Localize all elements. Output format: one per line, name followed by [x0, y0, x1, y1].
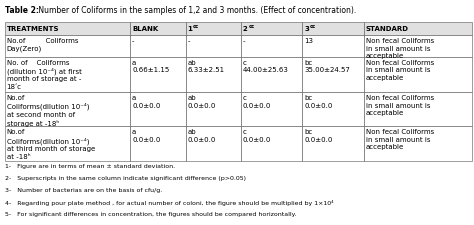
Bar	[186, 36, 241, 58]
Text: STANDARD: STANDARD	[365, 26, 409, 32]
Bar	[5, 58, 130, 93]
Text: No.of         Coliforms
Day(Zero): No.of Coliforms Day(Zero)	[7, 38, 78, 52]
Text: No.of
Coliforms(dilution 10⁻⁴)
at second month of
storage at -18ʰ: No.of Coliforms(dilution 10⁻⁴) at second…	[7, 94, 89, 126]
Bar	[130, 22, 186, 36]
Bar	[186, 93, 241, 127]
Text: Table 2:: Table 2:	[5, 6, 39, 15]
Bar	[302, 58, 364, 93]
Text: Non fecal Coliforms
in small amount is
acceptable: Non fecal Coliforms in small amount is a…	[365, 59, 434, 80]
Text: 2: 2	[243, 26, 248, 32]
Text: Non fecal Coliforms
in small amount is
acceptable: Non fecal Coliforms in small amount is a…	[365, 129, 434, 150]
Bar	[364, 93, 472, 127]
Text: ab
0.0±0.0: ab 0.0±0.0	[188, 94, 216, 108]
Text: 1: 1	[188, 26, 192, 32]
Text: a
0.0±0.0: a 0.0±0.0	[132, 129, 161, 142]
Bar	[364, 127, 472, 161]
Bar	[130, 127, 186, 161]
Bar	[5, 36, 130, 58]
Bar	[241, 36, 302, 58]
Text: ab
0.0±0.0: ab 0.0±0.0	[188, 129, 216, 142]
Text: -: -	[243, 38, 246, 44]
Text: c
0.0±0.0: c 0.0±0.0	[243, 94, 272, 108]
Text: 3-   Number of bacterias are on the basis of cfu/g.: 3- Number of bacterias are on the basis …	[5, 187, 162, 192]
Bar	[364, 36, 472, 58]
Text: 5-   For significant differences in concentration, the figures should be compare: 5- For significant differences in concen…	[5, 211, 296, 216]
Text: 3: 3	[304, 26, 309, 32]
Bar	[302, 36, 364, 58]
Bar	[364, 22, 472, 36]
Bar	[5, 127, 130, 161]
Text: c
0.0±0.0: c 0.0±0.0	[243, 129, 272, 142]
Text: Non fecal Coliforms
in small amount is
acceptable: Non fecal Coliforms in small amount is a…	[365, 38, 434, 59]
Bar	[241, 22, 302, 36]
Text: -: -	[188, 38, 190, 44]
Bar	[302, 127, 364, 161]
Text: 4-   Regarding pour plate method , for actual number of coloni, the figure shoul: 4- Regarding pour plate method , for act…	[5, 199, 333, 205]
Bar	[241, 58, 302, 93]
Text: c
44.00±25.63: c 44.00±25.63	[243, 59, 289, 73]
Bar	[130, 93, 186, 127]
Text: Non fecal Coliforms
in small amount is
acceptable: Non fecal Coliforms in small amount is a…	[365, 94, 434, 115]
Text: a
0.0±0.0: a 0.0±0.0	[132, 94, 161, 108]
Bar	[302, 93, 364, 127]
Text: bc
35.00±24.57: bc 35.00±24.57	[304, 59, 350, 73]
Text: BLANK: BLANK	[132, 26, 158, 32]
Text: -: -	[132, 38, 135, 44]
Bar	[241, 93, 302, 127]
Text: cc: cc	[193, 24, 200, 29]
Text: Number of Coliforms in the samples of 1,2 and 3 months. (Effect of concentration: Number of Coliforms in the samples of 1,…	[36, 6, 356, 15]
Text: 2-   Superscripts in the same column indicate significant difference (p>0.05): 2- Superscripts in the same column indic…	[5, 175, 246, 180]
Text: 1-   Figure are in terms of mean ± standard deviation.: 1- Figure are in terms of mean ± standar…	[5, 163, 175, 168]
Bar	[186, 22, 241, 36]
Bar	[130, 36, 186, 58]
Bar	[186, 127, 241, 161]
Bar	[5, 93, 130, 127]
Bar	[5, 22, 130, 36]
Text: No. of    Coliforms
(dilution 10⁻⁴) at first
month of storage at -
18ʼc: No. of Coliforms (dilution 10⁻⁴) at firs…	[7, 59, 82, 90]
Bar	[241, 127, 302, 161]
Text: a
0.66±1.15: a 0.66±1.15	[132, 59, 169, 73]
Text: bc
0.0±0.0: bc 0.0±0.0	[304, 129, 333, 142]
Text: cc: cc	[249, 24, 255, 29]
Text: ab
6.33±2.51: ab 6.33±2.51	[188, 59, 225, 73]
Text: TREATMENTS: TREATMENTS	[7, 26, 59, 32]
Bar	[130, 58, 186, 93]
Text: cc: cc	[310, 24, 316, 29]
Bar	[302, 22, 364, 36]
Text: No.of
Coliforms(dilution 10⁻⁴)
at third month of storage
at -18ʰ: No.of Coliforms(dilution 10⁻⁴) at third …	[7, 129, 95, 159]
Bar	[186, 58, 241, 93]
Text: bc
0.0±0.0: bc 0.0±0.0	[304, 94, 333, 108]
Text: 13: 13	[304, 38, 313, 44]
Bar	[364, 58, 472, 93]
